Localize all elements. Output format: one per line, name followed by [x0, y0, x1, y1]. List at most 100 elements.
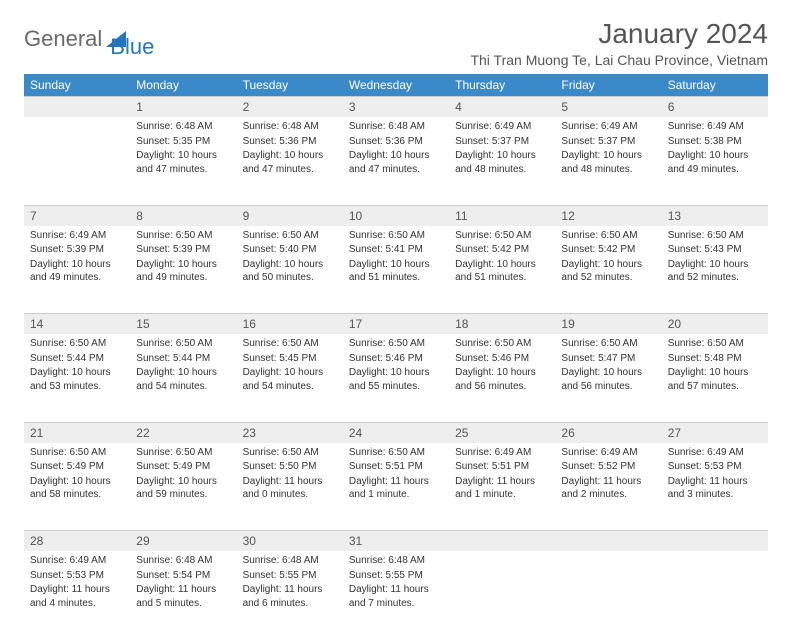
weekday-header: Saturday	[662, 74, 768, 97]
day-number-cell: 16	[237, 314, 343, 335]
daylight-line: Daylight: 10 hours and 52 minutes.	[561, 258, 655, 285]
day-number-cell: 5	[555, 97, 661, 118]
day-content: Sunrise: 6:50 AMSunset: 5:45 PMDaylight:…	[237, 334, 343, 400]
day-cell: Sunrise: 6:48 AMSunset: 5:55 PMDaylight:…	[343, 551, 449, 639]
sunrise-line: Sunrise: 6:48 AM	[349, 120, 443, 134]
sunset-line: Sunset: 5:46 PM	[455, 352, 549, 366]
sunset-line: Sunset: 5:35 PM	[136, 135, 230, 149]
day-number-cell: 3	[343, 97, 449, 118]
day-content: Sunrise: 6:50 AMSunset: 5:40 PMDaylight:…	[237, 226, 343, 292]
logo: General Blue	[24, 18, 154, 60]
sunset-line: Sunset: 5:46 PM	[349, 352, 443, 366]
day-number-cell	[555, 531, 661, 552]
day-cell: Sunrise: 6:50 AMSunset: 5:51 PMDaylight:…	[343, 443, 449, 531]
day-content: Sunrise: 6:49 AMSunset: 5:39 PMDaylight:…	[24, 226, 130, 292]
day-number-cell: 25	[449, 422, 555, 443]
day-number-cell: 14	[24, 314, 130, 335]
day-content: Sunrise: 6:49 AMSunset: 5:51 PMDaylight:…	[449, 443, 555, 509]
daylight-line: Daylight: 11 hours and 1 minute.	[455, 475, 549, 502]
daylight-line: Daylight: 10 hours and 52 minutes.	[668, 258, 762, 285]
day-cell	[662, 551, 768, 639]
day-content: Sunrise: 6:50 AMSunset: 5:41 PMDaylight:…	[343, 226, 449, 292]
day-content: Sunrise: 6:50 AMSunset: 5:51 PMDaylight:…	[343, 443, 449, 509]
day-cell: Sunrise: 6:49 AMSunset: 5:51 PMDaylight:…	[449, 443, 555, 531]
sunrise-line: Sunrise: 6:50 AM	[455, 337, 549, 351]
day-cell: Sunrise: 6:50 AMSunset: 5:46 PMDaylight:…	[343, 334, 449, 422]
daylight-line: Daylight: 10 hours and 47 minutes.	[243, 149, 337, 176]
daylight-line: Daylight: 10 hours and 51 minutes.	[349, 258, 443, 285]
sunset-line: Sunset: 5:41 PM	[349, 243, 443, 257]
sunset-line: Sunset: 5:42 PM	[561, 243, 655, 257]
sunset-line: Sunset: 5:44 PM	[30, 352, 124, 366]
sunrise-line: Sunrise: 6:50 AM	[243, 229, 337, 243]
day-cell: Sunrise: 6:50 AMSunset: 5:48 PMDaylight:…	[662, 334, 768, 422]
sunrise-line: Sunrise: 6:50 AM	[136, 229, 230, 243]
month-title: January 2024	[470, 18, 768, 50]
daylight-line: Daylight: 10 hours and 49 minutes.	[668, 149, 762, 176]
sunrise-line: Sunrise: 6:50 AM	[30, 337, 124, 351]
day-cell: Sunrise: 6:49 AMSunset: 5:37 PMDaylight:…	[555, 117, 661, 205]
day-number-cell: 13	[662, 205, 768, 226]
day-content-row: Sunrise: 6:50 AMSunset: 5:44 PMDaylight:…	[24, 334, 768, 422]
day-number-cell: 28	[24, 531, 130, 552]
daylight-line: Daylight: 11 hours and 3 minutes.	[668, 475, 762, 502]
day-number-cell: 31	[343, 531, 449, 552]
daylight-line: Daylight: 11 hours and 5 minutes.	[136, 583, 230, 610]
day-number-cell: 24	[343, 422, 449, 443]
day-number-cell: 27	[662, 422, 768, 443]
day-content: Sunrise: 6:50 AMSunset: 5:42 PMDaylight:…	[449, 226, 555, 292]
day-cell: Sunrise: 6:49 AMSunset: 5:39 PMDaylight:…	[24, 226, 130, 314]
sunrise-line: Sunrise: 6:49 AM	[455, 446, 549, 460]
daylight-line: Daylight: 10 hours and 48 minutes.	[455, 149, 549, 176]
sunset-line: Sunset: 5:39 PM	[30, 243, 124, 257]
sunrise-line: Sunrise: 6:50 AM	[136, 446, 230, 460]
day-content-row: Sunrise: 6:49 AMSunset: 5:39 PMDaylight:…	[24, 226, 768, 314]
day-cell: Sunrise: 6:49 AMSunset: 5:52 PMDaylight:…	[555, 443, 661, 531]
day-content: Sunrise: 6:50 AMSunset: 5:50 PMDaylight:…	[237, 443, 343, 509]
daylight-line: Daylight: 11 hours and 7 minutes.	[349, 583, 443, 610]
day-content: Sunrise: 6:49 AMSunset: 5:37 PMDaylight:…	[555, 117, 661, 183]
day-number-cell: 4	[449, 97, 555, 118]
sunset-line: Sunset: 5:51 PM	[455, 460, 549, 474]
logo-text-general: General	[24, 26, 102, 52]
day-content: Sunrise: 6:50 AMSunset: 5:49 PMDaylight:…	[24, 443, 130, 509]
day-cell: Sunrise: 6:50 AMSunset: 5:42 PMDaylight:…	[555, 226, 661, 314]
daylight-line: Daylight: 10 hours and 50 minutes.	[243, 258, 337, 285]
day-cell: Sunrise: 6:48 AMSunset: 5:35 PMDaylight:…	[130, 117, 236, 205]
day-cell: Sunrise: 6:50 AMSunset: 5:40 PMDaylight:…	[237, 226, 343, 314]
day-content: Sunrise: 6:48 AMSunset: 5:55 PMDaylight:…	[343, 551, 449, 617]
day-content-row: Sunrise: 6:50 AMSunset: 5:49 PMDaylight:…	[24, 443, 768, 531]
sunrise-line: Sunrise: 6:50 AM	[561, 337, 655, 351]
day-number-cell: 8	[130, 205, 236, 226]
daylight-line: Daylight: 11 hours and 2 minutes.	[561, 475, 655, 502]
day-content: Sunrise: 6:48 AMSunset: 5:36 PMDaylight:…	[343, 117, 449, 183]
day-number-row: 21222324252627	[24, 422, 768, 443]
day-number-cell: 1	[130, 97, 236, 118]
sunset-line: Sunset: 5:36 PM	[243, 135, 337, 149]
calendar-table: SundayMondayTuesdayWednesdayThursdayFrid…	[24, 74, 768, 639]
day-number-cell: 29	[130, 531, 236, 552]
sunrise-line: Sunrise: 6:50 AM	[30, 446, 124, 460]
sunrise-line: Sunrise: 6:48 AM	[243, 120, 337, 134]
sunset-line: Sunset: 5:39 PM	[136, 243, 230, 257]
sunrise-line: Sunrise: 6:49 AM	[455, 120, 549, 134]
sunset-line: Sunset: 5:36 PM	[349, 135, 443, 149]
daylight-line: Daylight: 11 hours and 0 minutes.	[243, 475, 337, 502]
day-cell: Sunrise: 6:50 AMSunset: 5:49 PMDaylight:…	[24, 443, 130, 531]
day-content: Sunrise: 6:49 AMSunset: 5:38 PMDaylight:…	[662, 117, 768, 183]
sunrise-line: Sunrise: 6:50 AM	[243, 337, 337, 351]
day-number-cell: 7	[24, 205, 130, 226]
daylight-line: Daylight: 10 hours and 51 minutes.	[455, 258, 549, 285]
day-number-cell: 10	[343, 205, 449, 226]
sunset-line: Sunset: 5:49 PM	[136, 460, 230, 474]
sunset-line: Sunset: 5:43 PM	[668, 243, 762, 257]
sunrise-line: Sunrise: 6:50 AM	[349, 337, 443, 351]
daylight-line: Daylight: 10 hours and 49 minutes.	[136, 258, 230, 285]
daylight-line: Daylight: 10 hours and 49 minutes.	[30, 258, 124, 285]
day-cell: Sunrise: 6:50 AMSunset: 5:46 PMDaylight:…	[449, 334, 555, 422]
day-number-row: 14151617181920	[24, 314, 768, 335]
day-number-cell: 11	[449, 205, 555, 226]
sunrise-line: Sunrise: 6:49 AM	[30, 554, 124, 568]
day-number-cell	[24, 97, 130, 118]
day-content: Sunrise: 6:50 AMSunset: 5:42 PMDaylight:…	[555, 226, 661, 292]
